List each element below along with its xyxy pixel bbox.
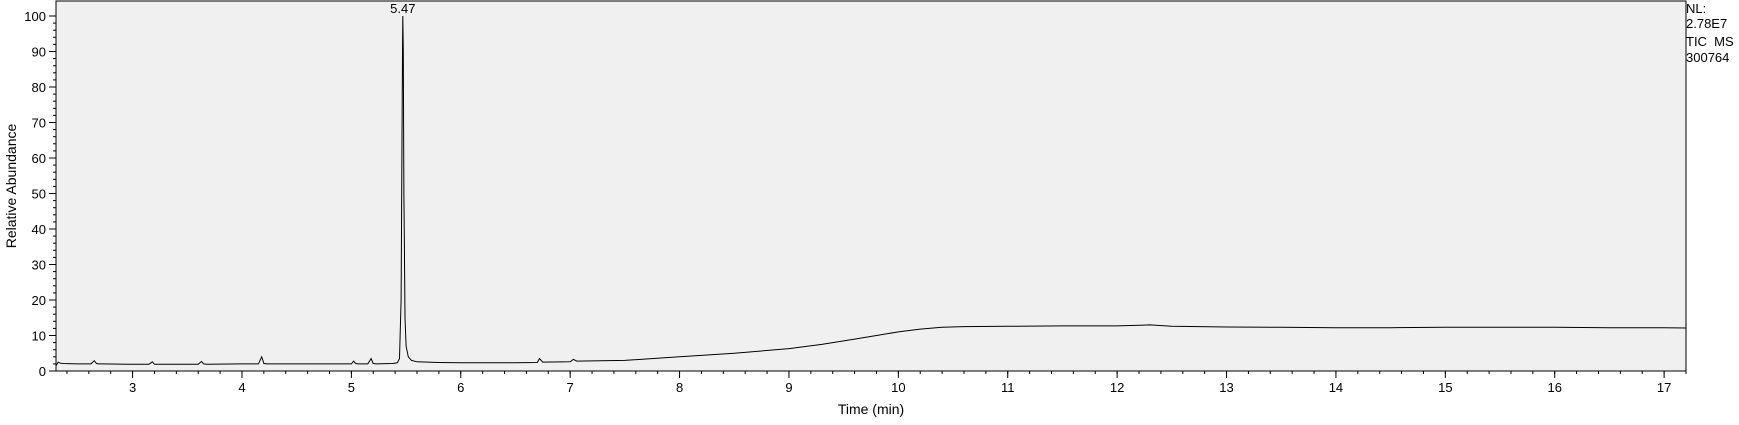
scan-type: TIC MS: [1686, 34, 1734, 49]
nl-value: 2.78E7: [1686, 16, 1728, 31]
x-tick-label: 10: [891, 380, 905, 395]
y-axis-title: Relative Abundance: [3, 124, 19, 249]
peak-label: 5.47: [390, 1, 415, 16]
x-tick-label: 13: [1219, 380, 1233, 395]
x-tick-label: 15: [1438, 380, 1452, 395]
y-tick-label: 40: [32, 222, 46, 237]
x-tick-label: 3: [129, 380, 136, 395]
x-axis-title: Time (min): [838, 401, 904, 417]
y-tick-label: 30: [32, 258, 46, 273]
y-tick-label: 100: [24, 9, 46, 24]
sample-id: 300764: [1686, 50, 1730, 65]
x-tick-label: 14: [1329, 380, 1343, 395]
y-tick-label: 10: [32, 329, 46, 344]
y-tick-label: 20: [32, 293, 46, 308]
x-tick-label: 8: [676, 380, 683, 395]
tic-trace: [55, 15, 1687, 366]
y-tick-label: 60: [32, 151, 46, 166]
x-tick-label: 6: [457, 380, 464, 395]
y-tick-label: 50: [32, 187, 46, 202]
y-tick-label: 80: [32, 80, 46, 95]
x-tick-label: 5: [348, 380, 355, 395]
x-tick-label: 17: [1657, 380, 1671, 395]
x-tick-label: 12: [1110, 380, 1124, 395]
x-tick-label: 9: [785, 380, 792, 395]
plot-area: [55, 0, 1687, 372]
x-tick-label: 4: [238, 380, 245, 395]
axis-ticks: [49, 15, 1687, 378]
x-tick-label: 16: [1547, 380, 1561, 395]
y-tick-label: 70: [32, 116, 46, 131]
y-tick-label: 90: [32, 45, 46, 60]
x-tick-label: 7: [567, 380, 574, 395]
nl-label: NL:: [1686, 1, 1707, 16]
x-tick-label: 11: [1001, 380, 1015, 395]
tick-labels: 3 4 5 6 7 8 9 10 11 12 13 14 15 16 17 0 10 20 30 40 50 60 70 80…: [24, 9, 1671, 395]
y-tick-label: 0: [39, 364, 46, 379]
